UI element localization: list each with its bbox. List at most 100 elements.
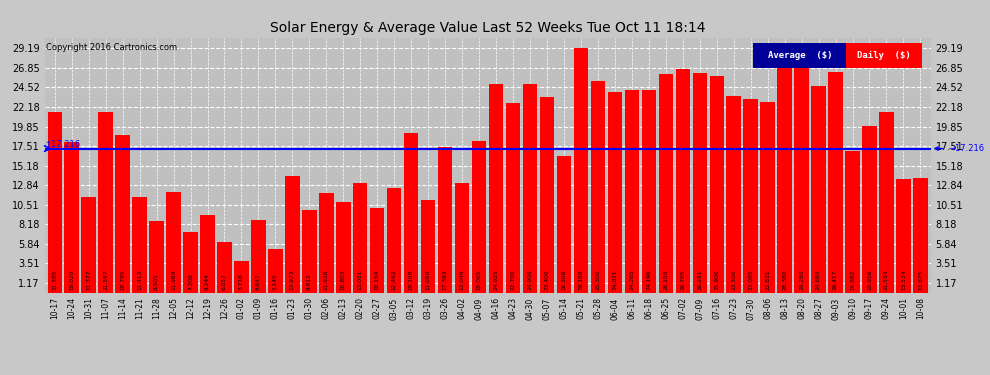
Bar	[845, 152, 859, 292]
Text: 16.882: 16.882	[850, 270, 855, 290]
Text: 29.280: 29.280	[799, 269, 804, 290]
Text: 21.597: 21.597	[103, 270, 108, 290]
Bar	[302, 210, 317, 292]
Bar	[251, 220, 265, 292]
Text: 24.925: 24.925	[494, 269, 499, 290]
Bar	[862, 126, 877, 292]
Text: 11.377: 11.377	[86, 270, 91, 290]
Text: 25.300: 25.300	[595, 269, 600, 290]
Text: 11.938: 11.938	[324, 270, 329, 290]
Text: 13.973: 13.973	[290, 270, 295, 290]
Text: 11.050: 11.050	[426, 270, 431, 290]
Text: 6.057: 6.057	[222, 273, 227, 290]
Bar	[506, 103, 521, 292]
Text: 12.492: 12.492	[392, 270, 397, 290]
Text: 9.912: 9.912	[307, 273, 312, 290]
Text: 9.244: 9.244	[205, 273, 210, 290]
Text: 7.208: 7.208	[188, 273, 193, 290]
Bar	[710, 76, 724, 292]
Text: 5.145: 5.145	[273, 273, 278, 290]
Text: ↑17.216: ↑17.216	[45, 140, 80, 148]
Bar	[268, 249, 282, 292]
Bar	[625, 90, 640, 292]
Bar	[200, 215, 215, 292]
Text: 3.718: 3.718	[239, 273, 244, 290]
Bar	[133, 197, 147, 292]
Bar	[353, 183, 367, 292]
Bar	[642, 90, 656, 292]
Bar	[472, 141, 486, 292]
Text: 11.413: 11.413	[137, 270, 143, 290]
Text: 13.675: 13.675	[918, 270, 923, 290]
Bar	[777, 55, 792, 292]
Bar	[98, 112, 113, 292]
Bar	[760, 102, 775, 292]
Text: 13.534: 13.534	[901, 270, 906, 290]
Text: 29.188: 29.188	[578, 270, 583, 290]
Bar	[693, 73, 707, 292]
Bar	[64, 142, 79, 292]
Bar	[829, 72, 842, 292]
Bar	[217, 242, 232, 292]
Bar	[489, 84, 503, 292]
Text: 26.765: 26.765	[680, 270, 685, 290]
Text: Average  ($): Average ($)	[767, 51, 833, 60]
Text: 19.108: 19.108	[409, 270, 414, 290]
Text: Daily  ($): Daily ($)	[857, 51, 911, 60]
Text: 24.021: 24.021	[613, 270, 618, 290]
Bar	[556, 156, 571, 292]
Text: 21.534: 21.534	[884, 270, 889, 290]
Bar	[116, 135, 130, 292]
Bar	[319, 193, 334, 292]
Bar	[387, 188, 401, 292]
Text: 23.085: 23.085	[748, 269, 753, 290]
Bar	[370, 208, 384, 292]
Text: 11.969: 11.969	[171, 270, 176, 290]
Text: 26.281: 26.281	[697, 270, 702, 290]
Bar	[574, 48, 588, 292]
Bar	[336, 202, 350, 292]
Text: 13.081: 13.081	[357, 270, 362, 290]
Bar	[149, 221, 163, 292]
Text: 22.700: 22.700	[511, 269, 516, 290]
Text: 26.150: 26.150	[663, 270, 668, 290]
Text: 13.049: 13.049	[459, 270, 464, 290]
Bar	[48, 112, 62, 292]
Text: 10.803: 10.803	[341, 270, 346, 290]
Text: 22.831: 22.831	[765, 270, 770, 290]
Text: 25.900: 25.900	[714, 269, 719, 290]
Bar	[523, 84, 538, 292]
Text: 24.196: 24.196	[646, 270, 651, 290]
Bar	[166, 192, 181, 292]
Title: Solar Energy & Average Value Last 52 Weeks Tue Oct 11 18:14: Solar Energy & Average Value Last 52 Wee…	[270, 21, 705, 35]
Bar	[454, 183, 469, 292]
Bar	[727, 96, 741, 292]
Bar	[438, 147, 452, 292]
Text: 16.308: 16.308	[561, 270, 566, 290]
Bar	[81, 197, 96, 292]
Bar	[608, 92, 622, 292]
Text: 18.020: 18.020	[69, 270, 74, 290]
Bar	[421, 200, 436, 292]
Text: 24.265: 24.265	[630, 270, 635, 290]
Bar	[285, 176, 300, 292]
Text: 23.500: 23.500	[732, 269, 737, 290]
Text: 18.795: 18.795	[120, 270, 125, 290]
Bar	[404, 133, 419, 292]
Bar	[591, 81, 605, 292]
Text: 10.154: 10.154	[375, 270, 380, 290]
Bar	[183, 232, 198, 292]
Bar	[235, 261, 248, 292]
Text: 17.393: 17.393	[443, 270, 447, 290]
Bar	[812, 86, 826, 292]
Bar	[743, 99, 758, 292]
FancyBboxPatch shape	[846, 43, 922, 68]
Text: 8.647: 8.647	[256, 273, 261, 290]
Text: 18.065: 18.065	[476, 270, 481, 290]
Bar	[794, 48, 809, 292]
Text: 23.400: 23.400	[544, 269, 549, 290]
Text: 21.585: 21.585	[52, 270, 57, 290]
Bar	[658, 74, 673, 292]
Bar	[675, 69, 690, 292]
Bar	[879, 112, 894, 292]
